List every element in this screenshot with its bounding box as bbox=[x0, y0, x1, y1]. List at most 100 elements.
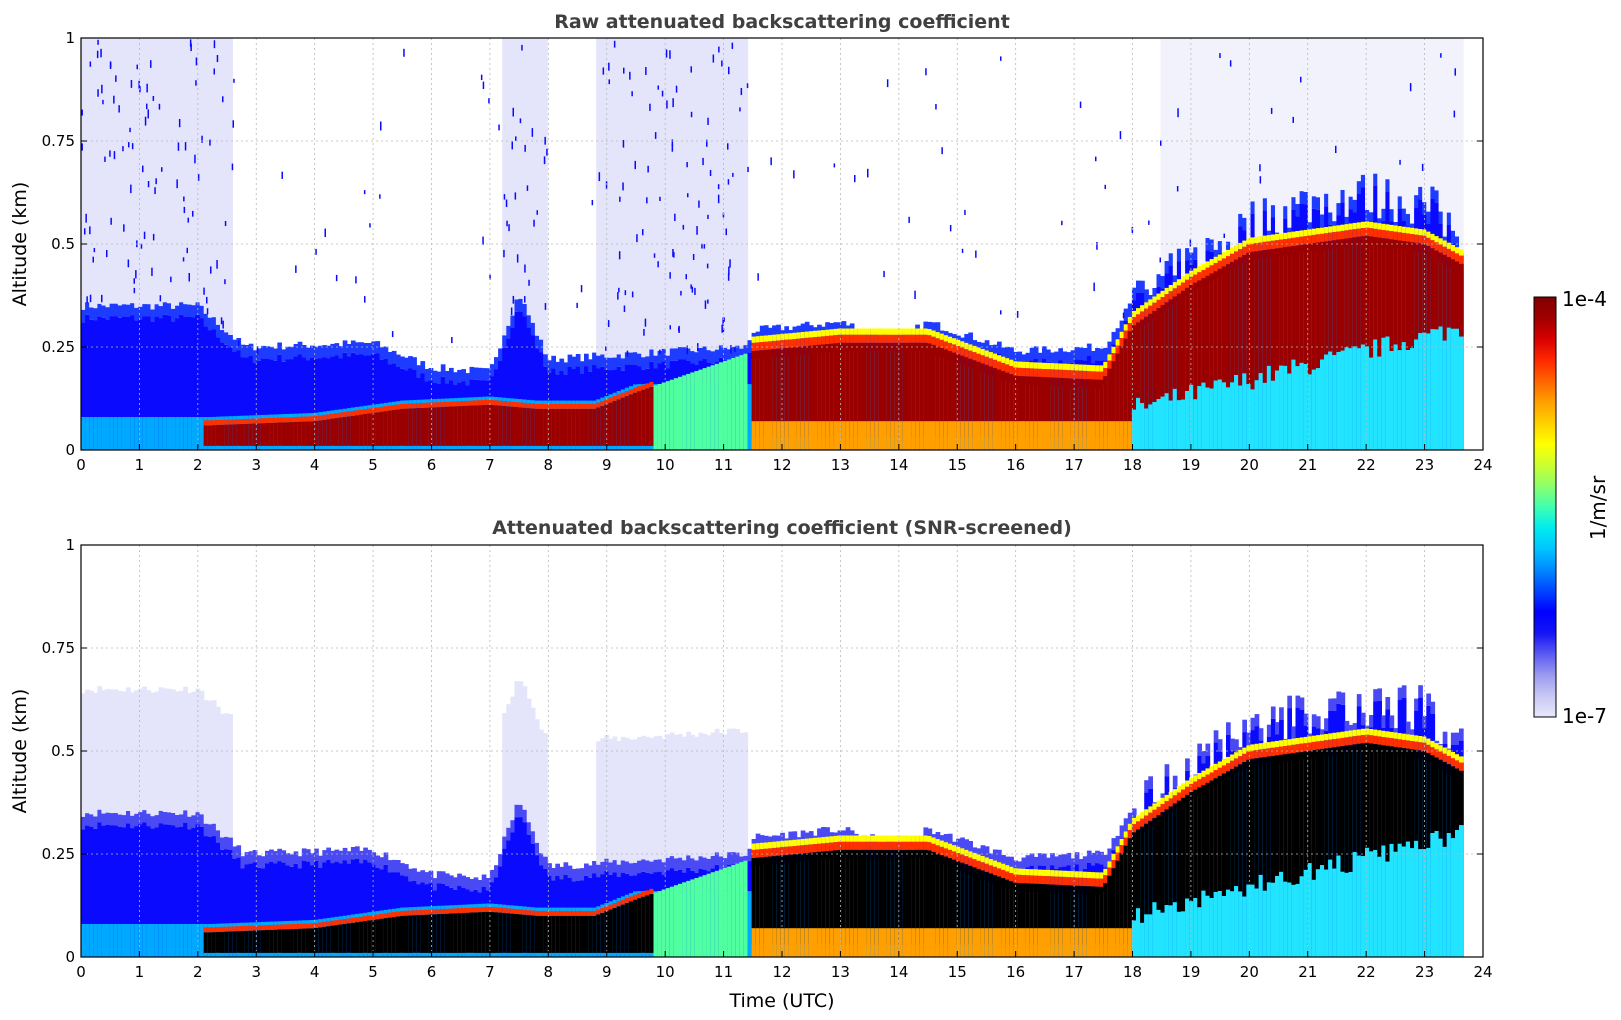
high-backscatter-core bbox=[477, 405, 483, 446]
screened-haze bbox=[706, 735, 712, 859]
core-edge bbox=[902, 835, 908, 842]
aerosol-layer bbox=[150, 828, 156, 957]
aerosol-layer bbox=[518, 311, 524, 450]
high-backscatter-core bbox=[322, 926, 327, 953]
core-edge bbox=[297, 923, 303, 929]
core-edge bbox=[1459, 756, 1464, 763]
high-backscatter-core bbox=[1172, 296, 1178, 389]
noise-band bbox=[1266, 38, 1272, 231]
layer-edge bbox=[633, 862, 638, 876]
surface-band bbox=[874, 928, 879, 957]
noise-band bbox=[645, 38, 650, 357]
aerosol-layer bbox=[510, 327, 516, 450]
core-edge bbox=[1070, 877, 1076, 886]
high-backscatter-core bbox=[1324, 241, 1329, 355]
noise-speck bbox=[177, 142, 180, 151]
layer-edge bbox=[988, 345, 994, 358]
high-backscatter-core bbox=[849, 342, 855, 438]
core-edge bbox=[1283, 238, 1288, 248]
layer-edge bbox=[1164, 764, 1170, 777]
core-edge bbox=[1352, 229, 1358, 238]
core-edge bbox=[240, 926, 246, 931]
core-edge bbox=[449, 401, 454, 407]
high-backscatter-core bbox=[453, 406, 458, 446]
surface-band bbox=[927, 421, 933, 450]
core-edge bbox=[853, 334, 859, 343]
layer-edge bbox=[179, 814, 184, 827]
high-backscatter-core bbox=[469, 405, 475, 446]
high-backscatter-core bbox=[616, 399, 622, 446]
core-edge bbox=[1254, 743, 1260, 750]
cyan-band bbox=[105, 417, 111, 450]
high-backscatter-core bbox=[1344, 238, 1350, 348]
surface-band bbox=[886, 928, 892, 957]
core-edge bbox=[395, 404, 401, 410]
core-edge bbox=[808, 838, 814, 845]
high-backscatter-core bbox=[350, 415, 356, 446]
high-backscatter-core bbox=[976, 361, 982, 438]
high-backscatter-core bbox=[1152, 310, 1158, 402]
layer-edge bbox=[637, 860, 642, 874]
layer-edge bbox=[183, 304, 188, 317]
core-edge bbox=[539, 910, 544, 916]
cyan-band bbox=[1377, 856, 1382, 957]
noise-speck bbox=[127, 259, 130, 268]
high-backscatter-core bbox=[367, 413, 372, 446]
cyan-band bbox=[85, 924, 90, 957]
core-edge bbox=[772, 841, 777, 848]
noise-speck bbox=[1409, 83, 1412, 92]
y-tick-label: 0 bbox=[65, 441, 75, 459]
aerosol-layer bbox=[252, 862, 258, 957]
high-backscatter-core bbox=[432, 407, 438, 446]
high-backscatter-core bbox=[792, 347, 798, 438]
high-backscatter-core bbox=[1046, 884, 1051, 945]
layer-edge bbox=[539, 853, 544, 866]
high-backscatter-core bbox=[277, 422, 282, 446]
layer-edge bbox=[342, 847, 348, 861]
high-backscatter-core bbox=[931, 345, 937, 438]
cyan-band bbox=[97, 924, 103, 957]
layer-edge bbox=[1430, 701, 1436, 715]
surface-band bbox=[915, 421, 920, 450]
noise-speck bbox=[546, 148, 548, 156]
high-backscatter-core bbox=[310, 928, 315, 953]
layer-edge bbox=[825, 322, 830, 335]
core-edge bbox=[1152, 809, 1158, 818]
aerosol-layer bbox=[363, 355, 368, 450]
core-edge bbox=[526, 910, 532, 916]
core-edge bbox=[947, 849, 953, 859]
noise-speck bbox=[707, 299, 709, 304]
high-backscatter-core bbox=[1299, 751, 1305, 877]
core-edge bbox=[559, 403, 565, 409]
core-edge bbox=[432, 909, 438, 915]
cyan-band bbox=[1377, 356, 1382, 450]
cyan-band bbox=[1279, 871, 1284, 957]
noise-speck bbox=[1093, 282, 1095, 292]
layer-edge bbox=[305, 849, 311, 862]
core-edge bbox=[1013, 874, 1018, 883]
core-edge bbox=[1307, 229, 1313, 236]
layer-edge bbox=[780, 832, 785, 846]
screened-haze bbox=[150, 692, 156, 817]
core-edge bbox=[1410, 227, 1415, 234]
core-edge bbox=[825, 329, 830, 336]
noise-speck bbox=[1119, 131, 1122, 140]
surface-band bbox=[813, 928, 818, 957]
high-backscatter-core bbox=[870, 849, 875, 945]
noise-band bbox=[1397, 38, 1403, 197]
noise-band bbox=[706, 38, 712, 351]
high-backscatter-core bbox=[1393, 746, 1399, 852]
high-backscatter-core bbox=[759, 350, 765, 438]
high-backscatter-core bbox=[473, 912, 479, 953]
cyan-band bbox=[1258, 373, 1264, 450]
noise-speck bbox=[335, 274, 338, 282]
core-edge bbox=[379, 406, 385, 412]
noise-speck bbox=[213, 40, 216, 49]
core-edge bbox=[1446, 242, 1452, 249]
noise-speck bbox=[512, 107, 514, 117]
core-edge bbox=[1405, 233, 1411, 242]
core-edge bbox=[1221, 759, 1227, 766]
core-edge bbox=[817, 336, 822, 345]
cyan-band bbox=[1262, 890, 1268, 957]
core-edge bbox=[841, 328, 847, 335]
